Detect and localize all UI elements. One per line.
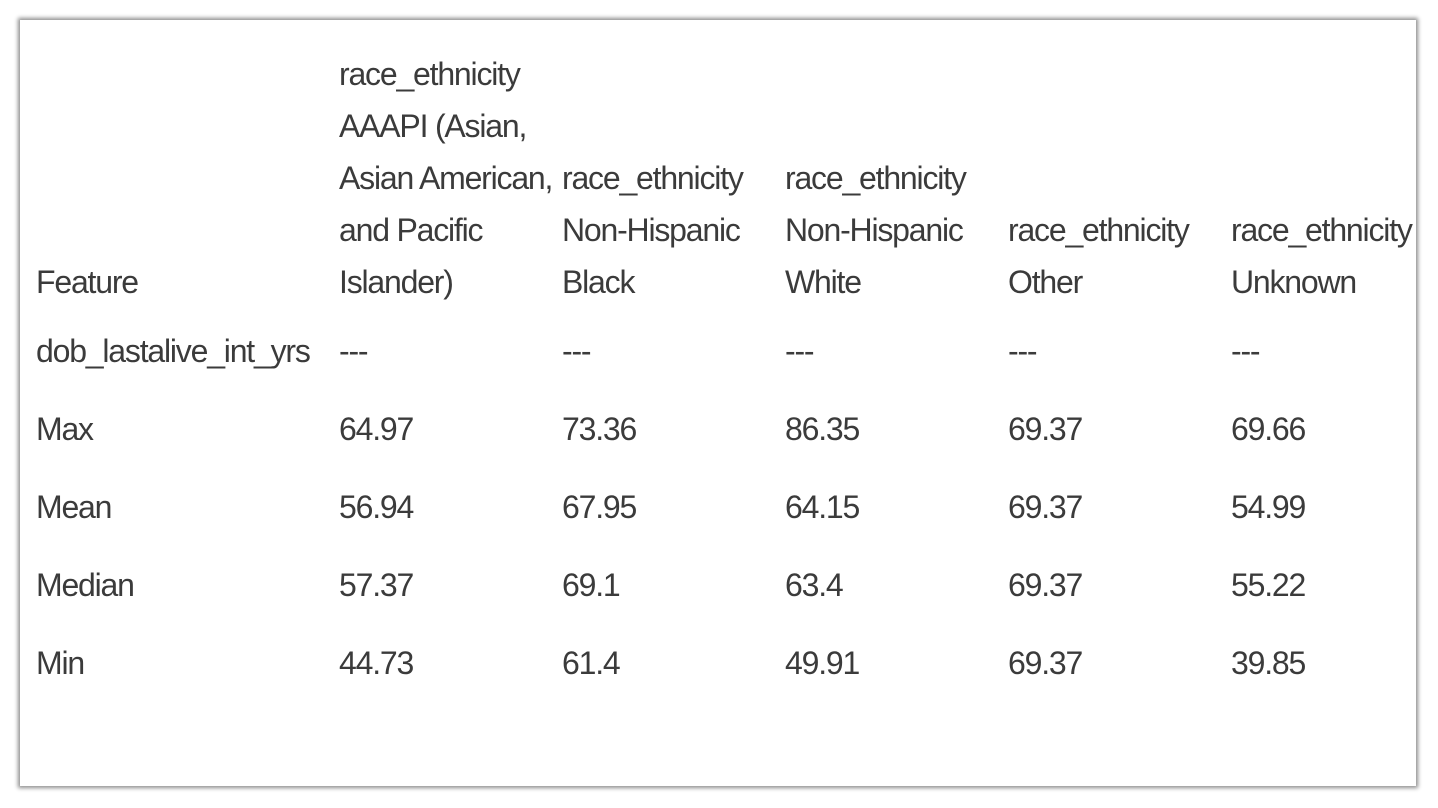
column-header-non-hispanic-black: race_ethnicity Non-Hispanic Black xyxy=(562,160,744,300)
table-cell: 56.94 xyxy=(339,489,414,525)
table-cell: 64.97 xyxy=(339,411,414,447)
column-header-unknown: race_ethnicity Unknown xyxy=(1231,212,1413,300)
table-cell: --- xyxy=(562,333,592,369)
table-cell: --- xyxy=(1008,333,1038,369)
table-cell: 86.35 xyxy=(785,411,860,447)
column-header-other: race_ethnicity Other xyxy=(1008,212,1190,300)
table-cell: 54.99 xyxy=(1231,489,1306,525)
table-cell: 55.22 xyxy=(1231,567,1306,603)
table-header-row: Feature race_ethnicity AAAPI (Asian, Asi… xyxy=(36,48,1413,312)
table-cell: 73.36 xyxy=(562,411,637,447)
table-cell: 44.73 xyxy=(339,645,414,681)
row-label: Mean xyxy=(36,489,112,525)
table-cell: 69.37 xyxy=(1008,411,1083,447)
table-cell: 39.85 xyxy=(1231,645,1306,681)
table-cell: 69.37 xyxy=(1008,489,1083,525)
statistics-table: Feature race_ethnicity AAAPI (Asian, Asi… xyxy=(36,48,1413,702)
table-cell: 64.15 xyxy=(785,489,860,525)
table-cell: 67.95 xyxy=(562,489,637,525)
column-header-aaapi: race_ethnicity AAAPI (Asian, Asian Ameri… xyxy=(339,56,553,300)
table-row: Max 64.97 73.36 86.35 69.37 69.66 xyxy=(36,390,1412,468)
column-header-non-hispanic-white: race_ethnicity Non-Hispanic White xyxy=(785,160,967,300)
table-row: dob_lastalive_int_yrs --- --- --- --- --… xyxy=(36,312,1412,390)
table-cell: 49.91 xyxy=(785,645,860,681)
table-cell: 63.4 xyxy=(785,567,844,603)
table-row: Min 44.73 61.4 49.91 69.37 39.85 xyxy=(36,624,1412,702)
table-card: Feature race_ethnicity AAAPI (Asian, Asi… xyxy=(20,20,1416,786)
table-cell: 57.37 xyxy=(339,567,414,603)
table-cell: --- xyxy=(339,333,369,369)
row-label: dob_lastalive_int_yrs xyxy=(36,333,311,369)
table-row: Mean 56.94 67.95 64.15 69.37 54.99 xyxy=(36,468,1412,546)
table-cell: 61.4 xyxy=(562,645,621,681)
table-cell: 69.66 xyxy=(1231,411,1306,447)
table-cell: --- xyxy=(1231,333,1261,369)
table-cell: 69.37 xyxy=(1008,645,1083,681)
row-label: Median xyxy=(36,567,135,603)
row-label: Min xyxy=(36,645,85,681)
table-row: Median 57.37 69.1 63.4 69.37 55.22 xyxy=(36,546,1412,624)
row-label: Max xyxy=(36,411,94,447)
table-cell: 69.1 xyxy=(562,567,621,603)
table-cell: 69.37 xyxy=(1008,567,1083,603)
column-header-feature: Feature xyxy=(36,264,139,300)
table-cell: --- xyxy=(785,333,815,369)
